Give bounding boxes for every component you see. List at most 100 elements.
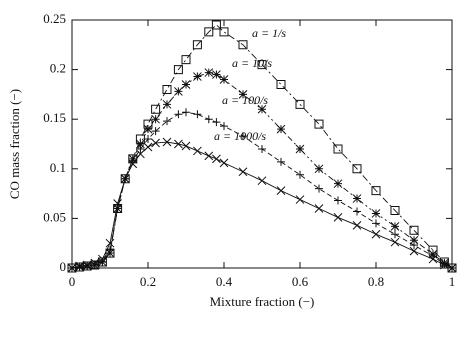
x-tick-label: 0.6 <box>292 274 309 289</box>
marker <box>257 176 267 186</box>
marker <box>409 235 419 245</box>
marker <box>75 261 84 271</box>
marker <box>181 141 191 151</box>
marker <box>173 65 183 75</box>
marker <box>410 241 418 250</box>
x-tick-label: 0.2 <box>140 274 156 289</box>
marker <box>314 164 324 174</box>
marker <box>276 186 286 195</box>
series-line <box>71 141 453 269</box>
series-line <box>71 72 453 269</box>
marker <box>276 124 286 134</box>
marker <box>409 246 419 256</box>
marker <box>238 40 248 50</box>
marker <box>163 117 171 126</box>
marker <box>276 79 286 89</box>
marker <box>295 195 305 204</box>
marker <box>174 87 183 96</box>
marker <box>204 115 213 124</box>
marker <box>174 110 183 119</box>
marker <box>371 186 381 196</box>
marker <box>174 139 183 149</box>
marker <box>162 137 172 147</box>
marker <box>277 157 285 166</box>
y-tick-label: 0.1 <box>50 160 66 175</box>
marker <box>353 207 361 216</box>
marker <box>181 80 191 89</box>
marker <box>212 118 221 127</box>
marker <box>82 260 92 270</box>
marker <box>136 139 145 149</box>
marker <box>258 144 266 153</box>
x-tick-label: 0.4 <box>216 274 233 289</box>
marker <box>296 170 304 179</box>
marker <box>181 55 191 65</box>
marker <box>440 260 449 270</box>
marker <box>314 119 324 129</box>
marker <box>143 142 153 152</box>
x-axis-label: Mixture fraction (−) <box>210 294 315 309</box>
marker <box>219 27 229 37</box>
annotation: a = 100/s <box>222 93 268 107</box>
marker <box>144 135 152 144</box>
marker <box>390 221 400 231</box>
marker <box>219 75 229 84</box>
marker <box>391 230 399 239</box>
marker <box>204 151 214 161</box>
marker <box>295 144 305 154</box>
y-tick-label: 0.2 <box>50 61 66 76</box>
marker <box>204 27 214 37</box>
marker <box>219 158 229 168</box>
marker <box>295 99 305 109</box>
marker <box>120 174 130 184</box>
x-tick-label: 0.8 <box>368 274 384 289</box>
marker <box>105 238 115 248</box>
marker <box>136 149 145 159</box>
marker <box>333 179 343 189</box>
marker <box>315 184 323 193</box>
marker <box>143 124 153 134</box>
y-tick-label: 0.25 <box>43 11 66 26</box>
marker <box>193 72 202 81</box>
marker <box>333 144 343 154</box>
marker <box>106 246 114 255</box>
x-tick-label: 1 <box>449 274 456 289</box>
marker <box>238 167 248 177</box>
marker <box>193 110 202 119</box>
marker <box>372 219 380 228</box>
x-tick-label: 0 <box>69 274 76 289</box>
y-tick-label: 0 <box>60 259 67 274</box>
marker <box>447 263 457 273</box>
marker <box>162 84 172 94</box>
series-line <box>71 111 453 269</box>
marker <box>239 132 247 141</box>
marker <box>409 225 419 235</box>
marker <box>333 213 343 222</box>
y-tick-label: 0.15 <box>43 110 66 125</box>
annotation: a = 10/s <box>232 56 272 70</box>
marker <box>257 60 267 70</box>
marker <box>113 199 122 208</box>
marker <box>352 194 362 203</box>
marker <box>428 254 438 264</box>
annotation: a = 1/s <box>252 26 286 40</box>
marker <box>151 127 160 136</box>
marker <box>390 205 400 215</box>
marker <box>204 68 214 77</box>
marker <box>98 254 107 264</box>
marker <box>83 262 92 271</box>
plot-frame <box>71 19 453 269</box>
marker <box>352 220 362 230</box>
marker <box>151 114 160 124</box>
annotation: a = 1000/s <box>214 129 266 143</box>
marker <box>212 70 221 79</box>
y-axis-label: CO mass fraction (−) <box>7 89 22 199</box>
marker <box>390 237 400 247</box>
marker <box>151 104 161 114</box>
marker <box>352 164 362 174</box>
marker <box>314 204 324 213</box>
marker <box>193 146 202 156</box>
marker <box>371 229 381 239</box>
marker <box>220 122 228 131</box>
